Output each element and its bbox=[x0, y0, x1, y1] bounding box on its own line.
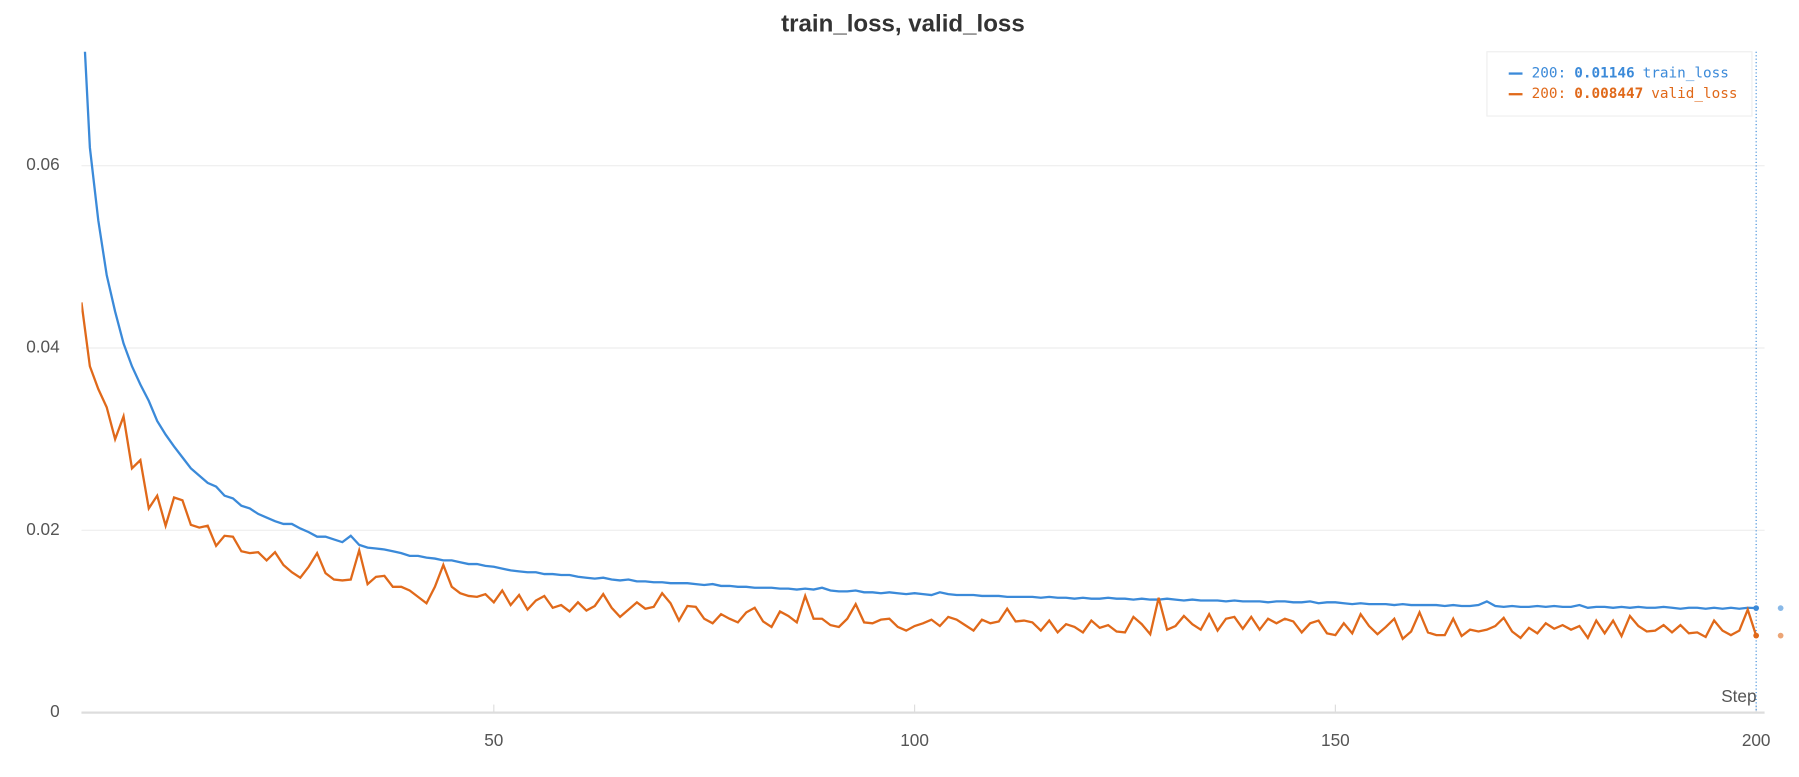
end-dot bbox=[1777, 605, 1784, 612]
legend-sep: : bbox=[1558, 66, 1567, 82]
legend-name: valid_loss bbox=[1651, 86, 1737, 102]
legend-entry: 200: 0.008447 valid_loss bbox=[1532, 86, 1738, 102]
legend-step: 200 bbox=[1532, 86, 1558, 102]
y-tick-label: 0.06 bbox=[26, 154, 59, 174]
legend-box bbox=[1486, 51, 1753, 117]
legend-name: train_loss bbox=[1643, 66, 1729, 82]
hover-point bbox=[1753, 605, 1760, 612]
x-tick-label: 200 bbox=[1742, 730, 1771, 750]
x-tick-label: 100 bbox=[900, 730, 929, 750]
hover-point bbox=[1753, 632, 1760, 639]
x-tick-label: 150 bbox=[1321, 730, 1350, 750]
x-axis-label: Step bbox=[1721, 686, 1756, 706]
legend-value: 0.008447 bbox=[1574, 86, 1643, 102]
y-tick-label: 0.02 bbox=[26, 519, 59, 539]
y-tick-label: 0.04 bbox=[26, 337, 60, 357]
chart-title: train_loss, valid_loss bbox=[781, 11, 1025, 38]
legend-step: 200 bbox=[1532, 66, 1558, 82]
legend-sep: : bbox=[1558, 86, 1567, 102]
end-dot bbox=[1777, 632, 1784, 639]
x-tick-label: 50 bbox=[484, 730, 503, 750]
series-line bbox=[83, 51, 1757, 610]
legend-value: 0.01146 bbox=[1574, 66, 1634, 82]
series-line bbox=[81, 302, 1758, 641]
y-tick-label: 0 bbox=[50, 701, 60, 721]
legend-entry: 200: 0.01146 train_loss bbox=[1532, 66, 1729, 82]
